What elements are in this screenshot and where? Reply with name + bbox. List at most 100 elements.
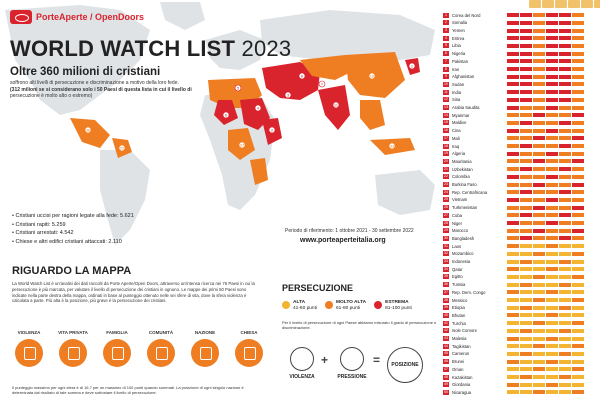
country-name: Yemen: [452, 28, 465, 34]
country-name: Indonesia: [452, 259, 471, 265]
sphere-score-cell: [507, 290, 519, 295]
country-name: Cuba: [452, 212, 463, 218]
sphere-score-cell: [572, 167, 584, 172]
sphere-score-cell: [520, 167, 532, 172]
community-icon: [568, 0, 580, 8]
country-name: Myanmar: [452, 112, 470, 118]
sphere-score-cell: [533, 20, 545, 25]
sphere-score-cell: [520, 290, 532, 295]
sphere-score-cell: [520, 236, 532, 241]
country-name: Siria: [452, 97, 461, 103]
country-name: Oman: [452, 366, 464, 372]
sphere-score-bars: [507, 382, 584, 387]
sphere-score-cell: [546, 267, 558, 272]
sphere-score-cell: [507, 375, 519, 380]
sphere-score-bars: [507, 321, 584, 326]
sphere-score-cell: [572, 221, 584, 226]
sphere-label: NAZIONE: [194, 330, 216, 335]
world-map: 1 2 3 4 5 6 7 8 11 16 38 22 37 33 PorteA…: [0, 0, 440, 255]
country-name: Kazakistan: [452, 374, 473, 380]
country-row: 30 Bangladesh: [443, 235, 600, 241]
country-name: Malesia: [452, 336, 467, 342]
stat-item: Chiese e altri edifici cristiani attacca…: [12, 238, 134, 247]
australia-shape: [375, 170, 435, 215]
country-row: 33 Indonesia: [443, 258, 600, 265]
sphere-score-cell: [572, 375, 584, 380]
sphere-score-bars: [507, 313, 584, 318]
sphere-score-cell: [572, 351, 584, 356]
equals-sign: =: [373, 353, 381, 367]
sphere-church: CHIESA: [230, 330, 268, 367]
country-row: 14 Myanmar: [443, 112, 600, 118]
sphere-score-cell: [507, 328, 519, 333]
rank-marker: 4: [257, 106, 260, 111]
rank-number: 10: [443, 81, 449, 87]
sphere-score-cell: [533, 59, 545, 64]
sphere-score-cell: [546, 282, 558, 287]
sphere-score-cell: [572, 151, 584, 156]
sphere-label: COMUNITÀ: [148, 330, 174, 335]
sphere-score-cell: [559, 213, 571, 218]
sphere-label: CHIESA: [240, 330, 258, 335]
sphere-score-cell: [533, 274, 545, 279]
sphere-score-bars: [507, 290, 584, 295]
country-row: 25 Vietnam: [443, 197, 600, 203]
sphere-score-cell: [520, 313, 532, 318]
pressure-icon: [340, 347, 364, 371]
sphere-score-cell: [533, 390, 545, 395]
rank-marker: 22: [120, 146, 125, 151]
formula-label: VIOLENZA: [289, 374, 315, 380]
sphere-score-cell: [533, 259, 545, 264]
sphere-score-cell: [520, 13, 532, 18]
sphere-score-cell: [559, 113, 571, 118]
sphere-score-cell: [520, 190, 532, 195]
sphere-icons-row: VIOLENZA VITA PRIVATA FAMIGLIA COMUNITÀ …: [10, 330, 268, 367]
sphere-score-cell: [572, 36, 584, 41]
family-icon: [103, 339, 131, 367]
website-link[interactable]: www.porteaperteitalia.org: [300, 237, 386, 244]
sphere-score-cell: [559, 151, 571, 156]
sphere-score-cell: [559, 90, 571, 95]
sphere-score-cell: [546, 313, 558, 318]
country-name: Mauritania: [452, 158, 472, 164]
sphere-score-bars: [507, 136, 584, 141]
sphere-score-cell: [533, 174, 545, 179]
sphere-score-cell: [533, 305, 545, 310]
country-row: 3 Yemen: [443, 27, 600, 34]
country-row: 47 Oman: [443, 366, 600, 372]
sphere-violence: VIOLENZA: [10, 330, 48, 367]
rank-number: 17: [443, 135, 449, 141]
sphere-score-cell: [520, 36, 532, 41]
level-extreme: ESTREMA 81-100 punti: [374, 300, 412, 312]
rank-number: 5: [443, 43, 449, 49]
sphere-score-cell: [507, 367, 519, 372]
sphere-label: VIOLENZA: [17, 330, 41, 335]
sphere-score-cell: [546, 375, 558, 380]
sphere-score-cell: [520, 244, 532, 249]
sphere-score-cell: [533, 190, 545, 195]
sphere-score-cell: [572, 105, 584, 110]
country-name: Iraq: [452, 143, 460, 149]
sphere-score-cell: [559, 13, 571, 18]
sphere-score-cell: [559, 97, 571, 102]
sphere-score-cell: [520, 43, 532, 48]
sphere-label: VITA PRIVATA: [58, 330, 88, 335]
sphere-score-bars: [507, 20, 584, 25]
sphere-score-cell: [572, 274, 584, 279]
country-row: 41 Turchia: [443, 320, 600, 326]
sphere-score-cell: [546, 59, 558, 64]
sphere-score-cell: [533, 43, 545, 48]
sphere-score-cell: [507, 305, 519, 310]
sphere-score-cell: [533, 221, 545, 226]
country-name: Maldive: [452, 120, 467, 126]
sphere-score-cell: [520, 51, 532, 56]
sphere-score-cell: [533, 167, 545, 172]
sphere-score-cell: [559, 236, 571, 241]
country-row: 10 Sudan: [443, 81, 600, 87]
sphere-score-cell: [533, 197, 545, 202]
rank-number: 2: [443, 20, 449, 26]
sphere-score-cell: [559, 36, 571, 41]
country-name: Nicaragua: [452, 389, 472, 395]
sphere-score-cell: [520, 274, 532, 279]
sphere-score-cell: [507, 182, 519, 187]
